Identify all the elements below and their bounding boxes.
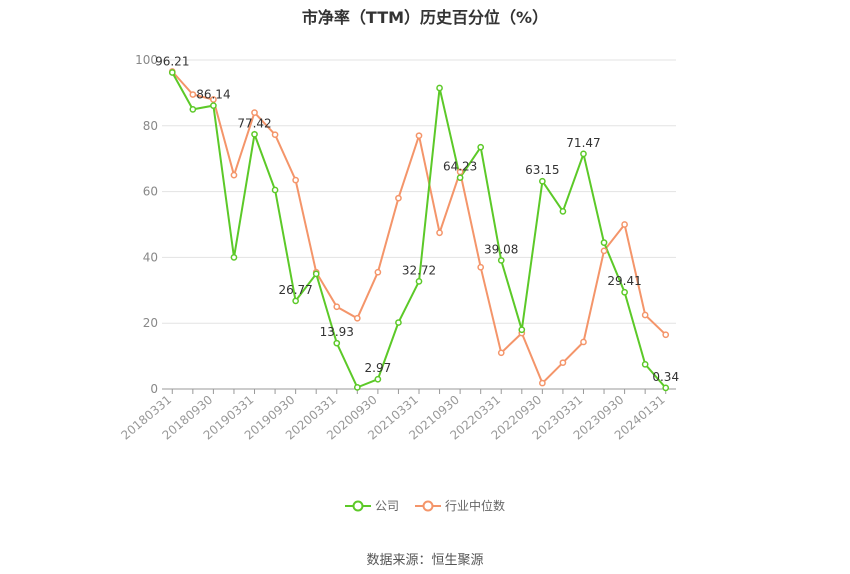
y-tick-label: 40 xyxy=(143,250,158,264)
data-label: 77.42 xyxy=(237,116,271,130)
y-axis-ticks: 0 20 40 60 80 100 xyxy=(135,53,158,396)
data-point xyxy=(230,171,238,179)
legend-marker-industry-median xyxy=(415,500,441,511)
data-label: 63.15 xyxy=(525,163,559,177)
chart-title: 市净率（TTM）历史百分位（%） xyxy=(301,8,549,27)
data-point xyxy=(292,297,299,305)
data-point xyxy=(395,319,402,326)
data-point xyxy=(518,326,526,334)
data-labels: 96.21 86.14 77.42 26.77 13.93 2.97 32.72 64.23 3… xyxy=(155,54,679,383)
data-point xyxy=(251,109,258,116)
data-point xyxy=(662,384,670,392)
data-point xyxy=(210,102,217,109)
data-label: 13.93 xyxy=(320,325,354,339)
data-point xyxy=(580,338,587,346)
data-label: 2.97 xyxy=(365,361,392,375)
legend: 公司 行业中位数 xyxy=(0,497,850,514)
data-label: 96.21 xyxy=(155,54,189,68)
data-point xyxy=(436,229,443,237)
data-source: 数据来源：恒生聚源 xyxy=(366,553,484,568)
data-label: 29.41 xyxy=(607,274,641,288)
data-point xyxy=(497,257,505,264)
data-point xyxy=(353,314,361,322)
data-point xyxy=(395,194,402,202)
legend-marker-company xyxy=(344,500,371,511)
data-point xyxy=(477,143,485,151)
series-points xyxy=(168,68,670,392)
data-label: 32.72 xyxy=(402,263,436,277)
legend-label-industry-median: 行业中位数 xyxy=(445,499,506,513)
data-label: 26.77 xyxy=(278,283,312,297)
data-point xyxy=(580,150,587,158)
data-point xyxy=(189,91,197,98)
data-point xyxy=(271,186,279,194)
data-point xyxy=(559,359,567,367)
data-point xyxy=(641,360,649,368)
y-tick-label: 0 xyxy=(150,382,158,396)
x-axis: 2018033120180930201903312019093020200331… xyxy=(118,388,676,443)
data-point xyxy=(456,174,464,182)
y-tick-label: 20 xyxy=(143,316,158,330)
legend-item-company[interactable]: 公司 xyxy=(344,497,399,514)
y-tick-label: 80 xyxy=(143,119,158,133)
data-point xyxy=(621,221,628,228)
data-point xyxy=(312,270,320,278)
data-point xyxy=(662,331,670,339)
data-point xyxy=(621,288,628,296)
data-label: 0.34 xyxy=(652,370,679,384)
data-point xyxy=(600,247,608,255)
legend-label-company: 公司 xyxy=(374,499,399,513)
data-label: 39.08 xyxy=(484,242,518,256)
data-point xyxy=(251,130,258,138)
data-point xyxy=(415,132,423,140)
data-point xyxy=(333,339,341,347)
data-point xyxy=(539,177,546,185)
data-point xyxy=(600,239,608,246)
data-point xyxy=(539,379,546,387)
data-point xyxy=(436,84,443,92)
data-label: 86.14 xyxy=(196,88,230,102)
grid-lines xyxy=(162,59,676,324)
data-point xyxy=(477,263,485,271)
data-point xyxy=(353,384,361,391)
data-point xyxy=(168,69,176,76)
data-point xyxy=(641,311,649,319)
data-label: 64.23 xyxy=(443,160,477,174)
data-point xyxy=(230,254,238,261)
data-label: 71.47 xyxy=(566,136,600,150)
data-point xyxy=(497,349,505,357)
data-point xyxy=(559,207,567,215)
y-tick-label: 60 xyxy=(143,185,158,199)
legend-item-industry-median[interactable]: 行业中位数 xyxy=(415,497,505,514)
data-point xyxy=(333,303,341,311)
data-point xyxy=(415,278,423,285)
data-point xyxy=(374,375,382,383)
y-tick-label: 100 xyxy=(135,53,158,67)
data-point xyxy=(271,131,279,139)
data-point xyxy=(374,268,382,276)
data-point xyxy=(210,96,217,103)
data-point xyxy=(189,106,197,113)
data-point xyxy=(292,176,299,184)
